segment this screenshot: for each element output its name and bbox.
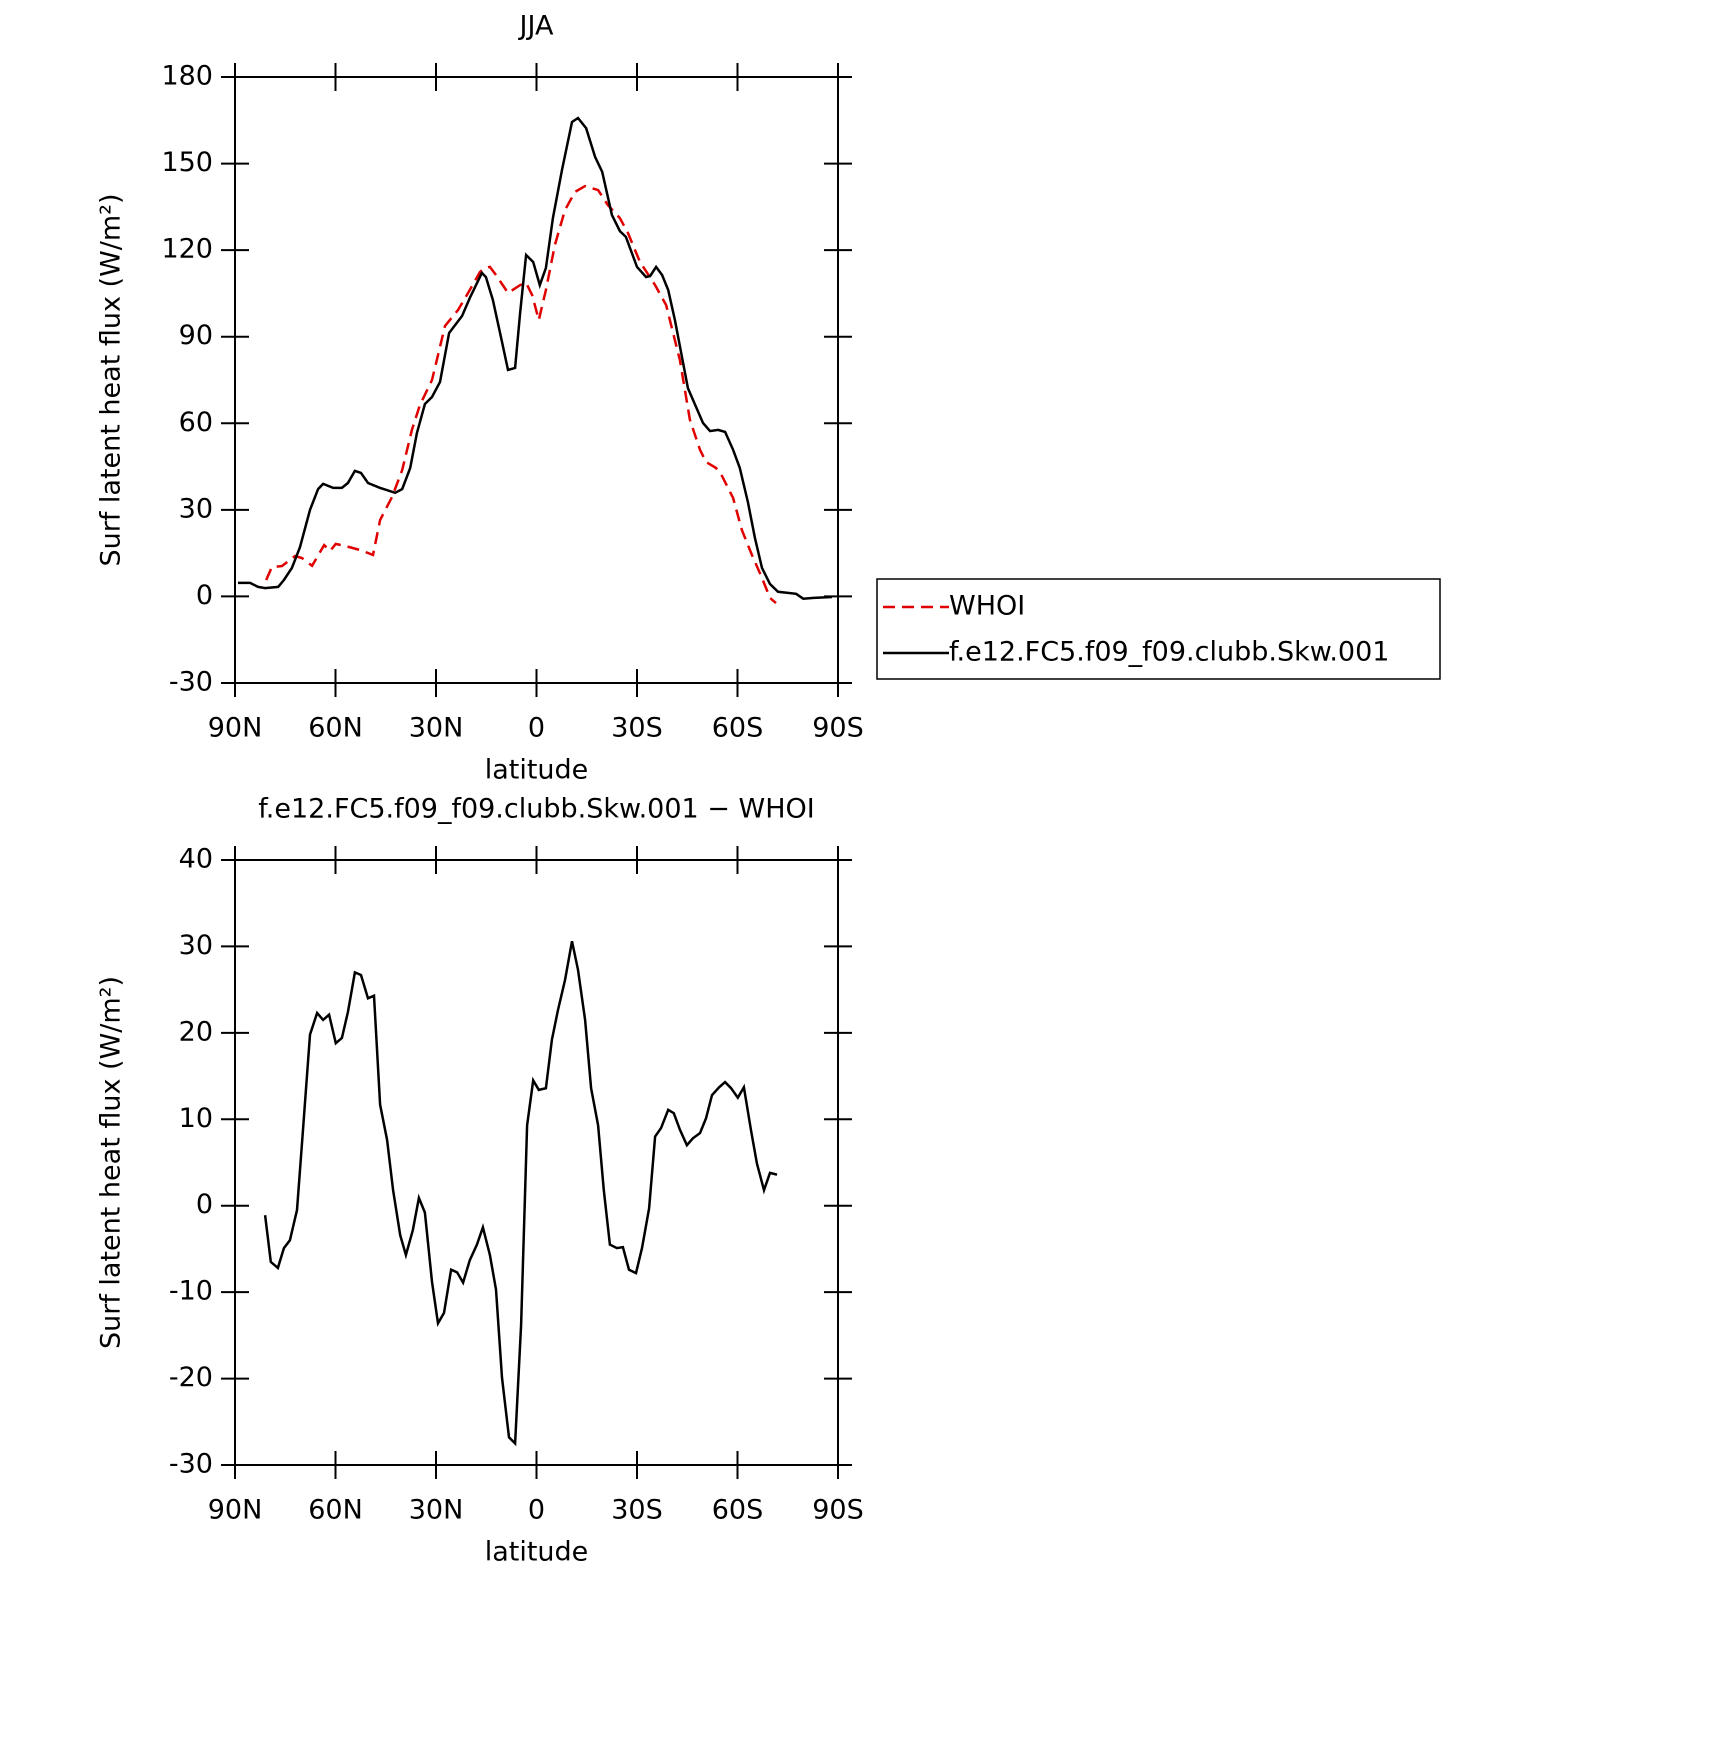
y-tick-label: 0 [196,1189,213,1220]
plot-frame [234,76,839,684]
y-tick-label: 30 [179,493,213,524]
x-tick-label: 90N [208,713,263,744]
x-tick-label: 30N [409,1495,464,1526]
y-tick-label: -20 [169,1362,213,1393]
x-tick-label: 90S [812,1495,864,1526]
y-tick-label: 30 [179,930,213,961]
y-tick-label: -30 [169,1449,213,1480]
y-tick-label: 90 [179,320,213,351]
x-tick-label: 60S [712,713,764,744]
x-axis-label: latitude [485,755,589,786]
y-axis-label: Surf latent heat flux (W/m²) [96,193,127,566]
x-tick-label: 30S [611,713,663,744]
x-tick-label: 60N [308,713,363,744]
data-line [265,184,777,605]
y-tick-label: 0 [196,580,213,611]
x-tick-label: 60S [712,1495,764,1526]
y-tick-label: 60 [179,407,213,438]
y-tick-label: 180 [161,61,213,92]
legend-label: f.e12.FC5.f09_f09.clubb.Skw.001 [949,637,1389,668]
chart-title: f.e12.FC5.f09_f09.clubb.Skw.001 − WHOI [258,794,814,825]
y-tick-label: -30 [169,667,213,698]
x-tick-label: 0 [528,1495,545,1526]
data-line [238,116,833,600]
legend-label: WHOI [949,591,1025,622]
y-tick-label: 20 [179,1016,213,1047]
legend-box [876,578,1441,680]
x-tick-label: 90N [208,1495,263,1526]
data-line [263,940,778,1447]
x-axis-label: latitude [485,1537,589,1568]
chart-title: JJA [518,11,554,42]
x-tick-label: 60N [308,1495,363,1526]
y-tick-label: 120 [161,234,213,265]
y-tick-label: 40 [179,844,213,875]
x-tick-label: 0 [528,713,545,744]
plot-frame [234,859,839,1466]
x-tick-label: 90S [812,713,864,744]
x-tick-label: 30N [409,713,464,744]
x-tick-label: 30S [611,1495,663,1526]
y-tick-label: 10 [179,1103,213,1134]
y-tick-label: 150 [161,147,213,178]
y-tick-label: -10 [169,1276,213,1307]
y-axis-label: Surf latent heat flux (W/m²) [96,976,127,1349]
